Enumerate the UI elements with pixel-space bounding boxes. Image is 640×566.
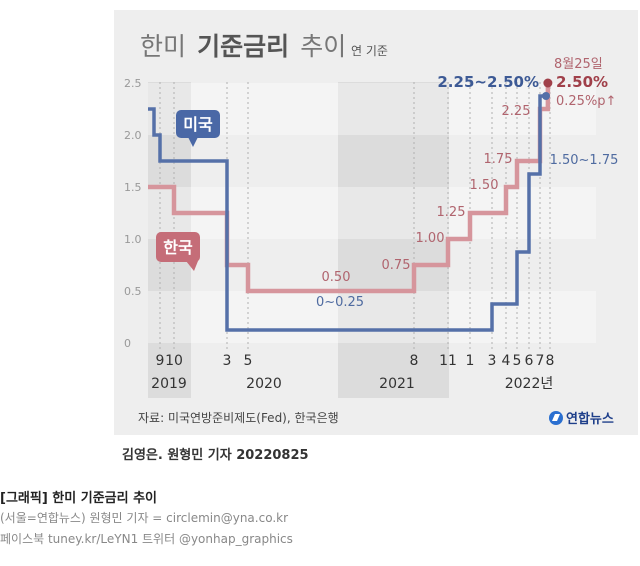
x-axis: 9 10 3 5 8 11 1 3 4 5 6 7 8 <box>156 353 555 369</box>
x-tick-label: 11 <box>439 353 457 369</box>
y-tick-label: 1.5 <box>124 181 142 194</box>
source-note: 자료: 미국연방준비제도(Fed), 한국은행 <box>138 410 339 425</box>
korea-legend-tag: 한국 <box>156 232 200 271</box>
grid <box>148 83 596 343</box>
grid-band-0 <box>148 291 596 343</box>
y-tick-label: 0 <box>124 337 131 350</box>
kr-label-050: 0.50 <box>322 270 351 285</box>
x-tick-label: 7 <box>536 353 545 369</box>
band-2021 <box>338 82 449 398</box>
us-current-rate: 2.25~2.50% <box>437 73 539 91</box>
x-tick-label: 4 <box>502 353 511 369</box>
x-tick-label: 6 <box>525 353 534 369</box>
x-tick-label: 3 <box>223 353 232 369</box>
y-tick-label: 2.0 <box>124 129 142 142</box>
x-tick-label: 5 <box>244 353 253 369</box>
x-tick-label: 5 <box>513 353 522 369</box>
year-label: 2020 <box>246 376 282 392</box>
unit-label: 연 기준 <box>351 44 388 58</box>
x-tick-label: 8 <box>410 353 419 369</box>
year-label: 2021 <box>379 376 415 392</box>
kr-label-175: 1.75 <box>484 152 513 167</box>
infographic: 한미 기준금리 추이 연 기준 0 0.5 1.0 1.5 2.0 2.5 미국 한국 0… <box>114 10 638 435</box>
caption-credit: (서울=연합뉴스) 원형민 기자 = circlemin@yna.co.kr <box>0 511 289 525</box>
us-legend-label: 미국 <box>183 115 213 134</box>
y-axis: 0 0.5 1.0 1.5 2.0 2.5 <box>124 77 142 350</box>
year-label: 2022년 <box>505 376 554 392</box>
kr-label-125: 1.25 <box>437 205 466 220</box>
year-labels: 2019 2020 2021 2022년 <box>151 376 553 392</box>
kr-label-075: 0.75 <box>382 258 411 273</box>
rate-chart: 한미 기준금리 추이 연 기준 0 0.5 1.0 1.5 2.0 2.5 미국 한국 0… <box>124 32 619 427</box>
decision-date: 8월25일 <box>554 57 603 72</box>
us-end-point <box>542 92 550 100</box>
grid-band-2 <box>148 83 596 135</box>
logo-text: 연합뉴스 <box>566 411 614 427</box>
x-tick-label: 8 <box>546 353 555 369</box>
y-tick-label: 0.5 <box>124 285 142 298</box>
rate-hike: 0.25%p↑ <box>556 94 616 109</box>
chart-title: 한미 기준금리 추이 <box>140 32 346 61</box>
korea-end-point <box>543 78 553 88</box>
korea-legend-label: 한국 <box>163 238 193 257</box>
x-tick-label: 10 <box>165 353 183 369</box>
x-tick-label: 3 <box>488 353 497 369</box>
byline: 김영은. 원형민 기자 20220825 <box>122 448 309 463</box>
x-tick-label: 1 <box>466 353 475 369</box>
us-legend-tag: 미국 <box>176 110 220 147</box>
yonhap-logo: 연합뉴스 <box>549 411 614 427</box>
kr-label-100: 1.00 <box>416 231 445 246</box>
us-label-150-175: 1.50~1.75 <box>550 153 619 168</box>
year-label: 2019 <box>151 376 187 392</box>
kr-label-150: 1.50 <box>470 178 499 193</box>
x-tick-label: 9 <box>156 353 165 369</box>
y-tick-label: 1.0 <box>124 233 142 246</box>
caption-title: [그래픽] 한미 기준금리 추이 <box>0 491 158 506</box>
us-label-0-025: 0~0.25 <box>316 295 364 310</box>
kr-label-225: 2.25 <box>502 104 531 119</box>
korea-current-rate: 2.50% <box>556 73 608 91</box>
us-rate-line <box>148 94 546 332</box>
y-tick-label: 2.5 <box>124 77 142 90</box>
caption-social: 페이스북 tuney.kr/LeYN1 트위터 @yonhap_graphics <box>0 532 293 546</box>
